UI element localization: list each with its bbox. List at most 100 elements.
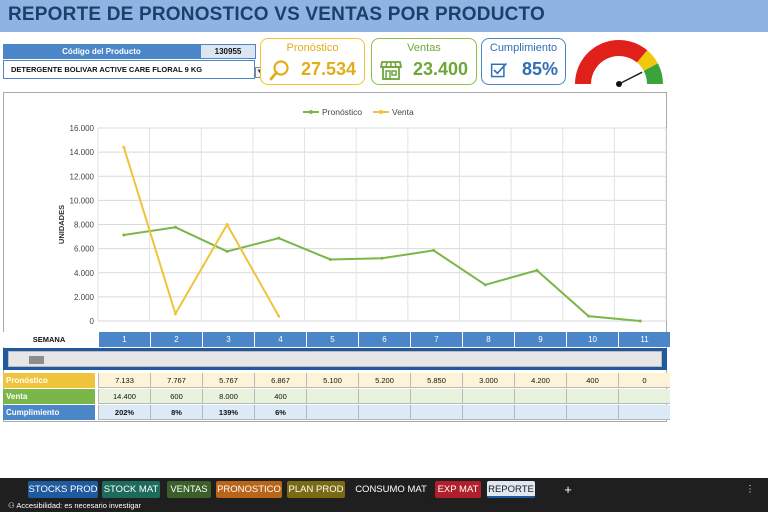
table-cell[interactable]: 202%	[98, 405, 150, 420]
table-cell[interactable]	[462, 405, 514, 420]
line-chart: 0 2.000 4.000 6.000 8.000 10.000 12.000 14.000 1…	[57, 107, 667, 326]
table-cell[interactable]: 3.000	[462, 373, 514, 388]
table-cell[interactable]: 400	[254, 389, 306, 404]
table-cell[interactable]	[462, 389, 514, 404]
week-cell: 11	[618, 332, 670, 347]
table-cell[interactable]	[306, 389, 358, 404]
table-cell[interactable]: 400	[566, 373, 618, 388]
week-cell: 6	[358, 332, 410, 347]
sheet-tab[interactable]: PLAN PROD	[287, 481, 345, 498]
gauge-hub	[616, 81, 622, 87]
table-cell[interactable]	[618, 389, 670, 404]
table-cell[interactable]: 600	[150, 389, 202, 404]
kpi-pronostico: Pronóstico 27.534	[260, 38, 365, 85]
table-cell[interactable]: 4.200	[514, 373, 566, 388]
add-sheet-button[interactable]: +	[564, 482, 572, 497]
kpi-pronostico-value: 27.534	[300, 59, 356, 79]
kpi-ventas-value: 23.400	[412, 59, 468, 79]
table-cell[interactable]: 6.867	[254, 373, 306, 388]
table-cell[interactable]	[566, 405, 618, 420]
kpi-ventas: Ventas 23.400	[371, 38, 477, 85]
table-cell[interactable]	[410, 405, 462, 420]
y-tick-label: 4.000	[74, 269, 95, 278]
gauge-segment	[636, 50, 658, 71]
data-point	[432, 248, 436, 252]
y-tick-label: 6.000	[74, 245, 95, 254]
table-cell[interactable]: 5.100	[306, 373, 358, 388]
series-line	[122, 147, 280, 317]
sheet-tab[interactable]: VENTAS	[167, 481, 211, 498]
gauge-needle	[618, 71, 643, 85]
slider-track[interactable]	[8, 351, 662, 367]
week-cell: 5	[306, 332, 358, 347]
data-point	[483, 283, 487, 287]
data-point	[277, 236, 281, 240]
data-point	[587, 314, 591, 318]
y-axis-label: UNIDADES	[57, 205, 66, 244]
table-cell[interactable]	[358, 389, 410, 404]
magnifier-icon	[269, 60, 289, 81]
sheet-tab[interactable]: PRONOSTICO	[216, 481, 282, 498]
table-row: Venta 14.400 600 8.000 400	[3, 389, 670, 404]
table-cell[interactable]: 139%	[202, 405, 254, 420]
table-cell[interactable]	[306, 405, 358, 420]
sheet-tab[interactable]: STOCKS PROD	[28, 481, 98, 498]
table-cell[interactable]	[514, 389, 566, 404]
y-tick-label: 14.000	[70, 148, 95, 157]
data-point	[173, 312, 177, 316]
week-cell: 10	[566, 332, 618, 347]
product-name-select[interactable]: DETERGENTE BOLIVAR ACTIVE CARE FLORAL 9 …	[3, 60, 255, 79]
legend-label: Pronóstico	[322, 107, 362, 117]
week-header-label: SEMANA	[3, 332, 95, 347]
week-cell: 2	[150, 332, 202, 347]
table-cell[interactable]: 7.133	[98, 373, 150, 388]
store-icon	[380, 61, 402, 80]
data-point	[122, 145, 126, 149]
kpi-pronostico-label: Pronóstico	[286, 42, 339, 54]
table-cell[interactable]	[618, 405, 670, 420]
legend-marker	[309, 110, 313, 114]
table-cell[interactable]: 5.767	[202, 373, 254, 388]
status-text[interactable]: Accesibilidad: es necesario investigar	[16, 501, 142, 510]
data-point	[328, 257, 332, 261]
table-cell[interactable]: 5.200	[358, 373, 410, 388]
table-cell[interactable]: 8.000	[202, 389, 254, 404]
sheet-tab[interactable]: STOCK MAT	[102, 481, 160, 498]
table-cell[interactable]: 8%	[150, 405, 202, 420]
y-tick-label: 8.000	[74, 221, 95, 230]
week-cell: 4	[254, 332, 306, 347]
table-cell[interactable]	[410, 389, 462, 404]
sheet-tab[interactable]: CONSUMO MAT	[351, 481, 431, 498]
kpi-cumplimiento: Cumplimiento 85%	[481, 38, 566, 85]
table-cell[interactable]	[358, 405, 410, 420]
row-header: Cumplimiento	[3, 405, 95, 420]
table-cell[interactable]: 14.400	[98, 389, 150, 404]
week-slider[interactable]	[3, 348, 667, 370]
sheet-tab[interactable]: REPORTE	[487, 481, 535, 498]
accessibility-icon: ⚇	[8, 501, 17, 510]
data-point	[225, 223, 229, 226]
y-tick-label: 2.000	[74, 293, 95, 302]
sheet-tabs: STOCKS PROD STOCK MAT VENTAS PRONOSTICO PLAN…	[0, 478, 768, 500]
title-bar: REPORTE DE PRONOSTICO VS VENTAS POR PROD…	[0, 0, 768, 32]
y-tick-label: 16.000	[70, 124, 95, 133]
table-cell[interactable]: 6%	[254, 405, 306, 420]
product-code-label: Código del Producto	[3, 44, 200, 59]
more-options-icon[interactable]: ⋮	[745, 484, 755, 495]
slider-thumb[interactable]	[29, 356, 44, 364]
product-code-value[interactable]: 130955	[200, 44, 256, 59]
table-cell[interactable]: 0	[618, 373, 670, 388]
table-cell[interactable]	[566, 389, 618, 404]
data-point	[173, 225, 177, 229]
table-cell[interactable]	[514, 405, 566, 420]
status-bar: ⚇ Accesibilidad: es necesario investigar	[0, 500, 768, 512]
table-cell[interactable]: 5.850	[410, 373, 462, 388]
kpi-ventas-label: Ventas	[407, 42, 441, 54]
row-header: Venta	[3, 389, 95, 404]
sheet-tab[interactable]: EXP MAT	[435, 481, 481, 498]
gauge-segment	[575, 39, 648, 84]
legend-marker	[379, 110, 383, 114]
row-header: Pronóstico	[3, 373, 95, 388]
table-cell[interactable]: 7.767	[150, 373, 202, 388]
table-row: Pronóstico 7.133 7.767 5.767 6.867 5.100 5.200…	[3, 373, 670, 388]
